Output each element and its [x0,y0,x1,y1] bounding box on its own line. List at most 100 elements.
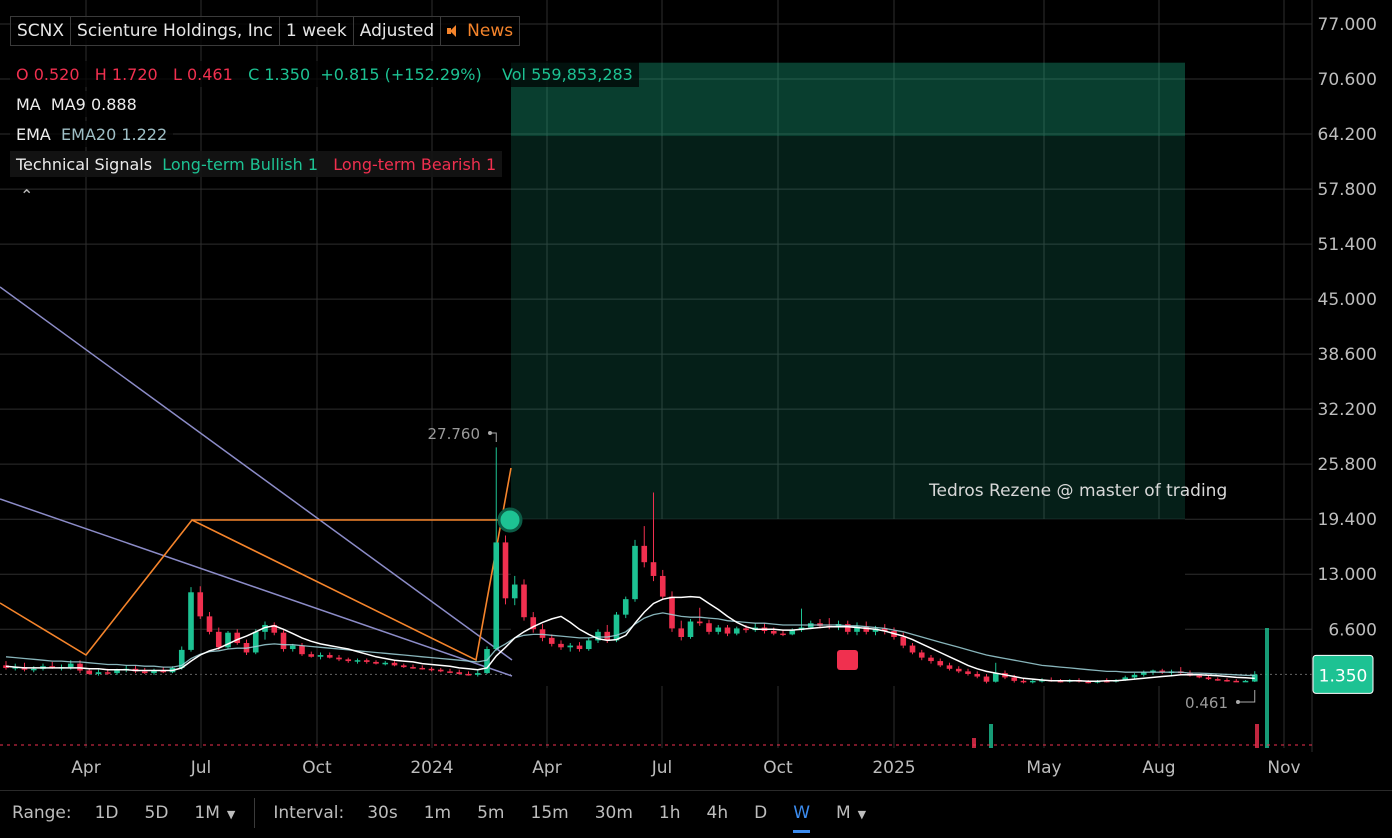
candle-body [262,624,268,632]
candle-body [178,649,185,668]
y-tick-label: 6.600 [1328,620,1377,640]
candle-body [900,636,907,646]
y-tick-label: 64.200 [1318,125,1377,145]
volume-bar [989,724,993,748]
signal-bullish[interactable]: Long-term Bullish 1 [162,154,318,174]
toolbar-divider [254,798,256,828]
interval-label: Interval: [273,803,345,823]
low-value: 0.461 [186,64,233,84]
x-axis: Apr Jul Oct 2024 Apr Jul Oct 2025 May Aug Nov [71,758,1300,778]
interval-d[interactable]: D [754,803,768,823]
dropdown-icon: ▼ [226,808,236,821]
range-5d[interactable]: 5D [144,803,169,823]
ema-value: EMA20 1.222 [61,124,168,144]
interval-15m[interactable]: 15m [530,803,569,823]
candle-body [30,668,37,671]
period-selector[interactable]: 1 week [280,17,354,45]
x-tick-label: 2024 [410,758,453,778]
candle-body [530,617,537,630]
x-tick-label: Aug [1142,758,1175,778]
x-tick-label: 2025 [872,758,915,778]
interval-w[interactable]: W [793,803,810,833]
open-label: O [16,64,29,84]
candle-body [928,657,934,662]
candle-body [780,633,786,636]
candle-body [733,628,740,634]
company-name: Scienture Holdings, Inc [71,17,280,45]
close-value: 1.350 [264,64,311,84]
ohlc-row: O 0.520 H 1.720 L 0.461 C 1.350 +0.815 (… [10,61,639,87]
trendline [0,286,513,661]
candle-body [604,631,611,641]
candle-body [576,645,583,650]
candle-body [252,631,259,653]
y-tick-label: 19.400 [1318,510,1377,530]
x-tick-label: Jul [190,758,212,778]
candle-body [326,655,333,658]
ma-row[interactable]: MA MA9 0.888 [10,91,143,117]
interval-5m[interactable]: 5m [477,803,505,823]
candle-body [345,659,352,662]
change-value: +0.815 (+152.29%) [320,64,482,84]
range-1m[interactable]: 1M ▼ [194,803,235,823]
signals-row[interactable]: Technical Signals Long-term Bullish 1 Lo… [10,151,503,177]
ema-label: EMA [16,124,51,144]
candle-body [382,662,389,665]
candle-body [437,669,444,672]
caret-up-icon[interactable]: ⌃ [20,186,34,205]
candle-body [114,670,120,674]
candle-body [317,655,324,657]
candle-body [49,666,56,668]
candle-body [770,630,777,634]
chart-annotation: Tedros Rezene @ master of trading [928,481,1227,501]
interval-30s[interactable]: 30s [367,803,398,823]
candle-body [141,671,148,674]
adjust-toggle[interactable]: Adjusted [354,17,442,45]
ma9-line [5,595,1255,683]
candle-body [1085,681,1092,684]
candle-body [715,627,722,632]
x-tick-label: Apr [71,758,100,778]
candle-body [299,645,305,655]
candle-body [456,672,463,674]
price-chart[interactable]: Tedros Rezene @ master of trading 27.760… [0,0,1392,790]
interval-1h[interactable]: 1h [658,803,681,823]
y-tick-label: 70.600 [1318,70,1377,90]
candle-body [1214,679,1221,681]
candle-body [946,665,953,669]
candle-body [613,614,620,641]
candle-body [1122,677,1129,680]
low-marker-label: 0.461 [1185,694,1228,712]
candle-body [77,663,83,671]
volume-bar [1265,628,1269,748]
symbol-ticker[interactable]: SCNX [11,17,72,45]
range-1d[interactable]: 1D [94,803,119,823]
candle-body [1205,677,1212,680]
volume-bar [972,738,976,748]
ema20-line [5,612,1255,677]
candle-body [724,627,731,634]
y-tick-label: 13.000 [1318,565,1377,585]
candle-body [983,676,990,682]
x-tick-label: May [1026,758,1061,778]
ema-row[interactable]: EMA EMA20 1.222 [10,121,174,147]
candle-body [992,673,999,682]
interval-4h[interactable]: 4h [706,803,729,823]
news-button[interactable]: News [441,17,519,45]
candle-body [872,628,879,632]
interval-m[interactable]: M ▼ [836,803,866,823]
candle-body [363,660,370,662]
candle-body [1131,674,1138,678]
candle-body [160,670,167,673]
candle-body [419,667,426,670]
candle-body [548,637,555,644]
candle-body [1140,672,1147,675]
interval-1m[interactable]: 1m [423,803,452,823]
y-tick-label: 45.000 [1318,290,1377,310]
position-zones: Tedros Rezene @ master of trading [511,62,1227,686]
signal-bearish[interactable]: Long-term Bearish 1 [333,154,497,174]
interval-30m[interactable]: 30m [594,803,633,823]
candle-body [1233,680,1240,683]
signal-marker [837,650,858,670]
low-label: L [172,64,182,84]
